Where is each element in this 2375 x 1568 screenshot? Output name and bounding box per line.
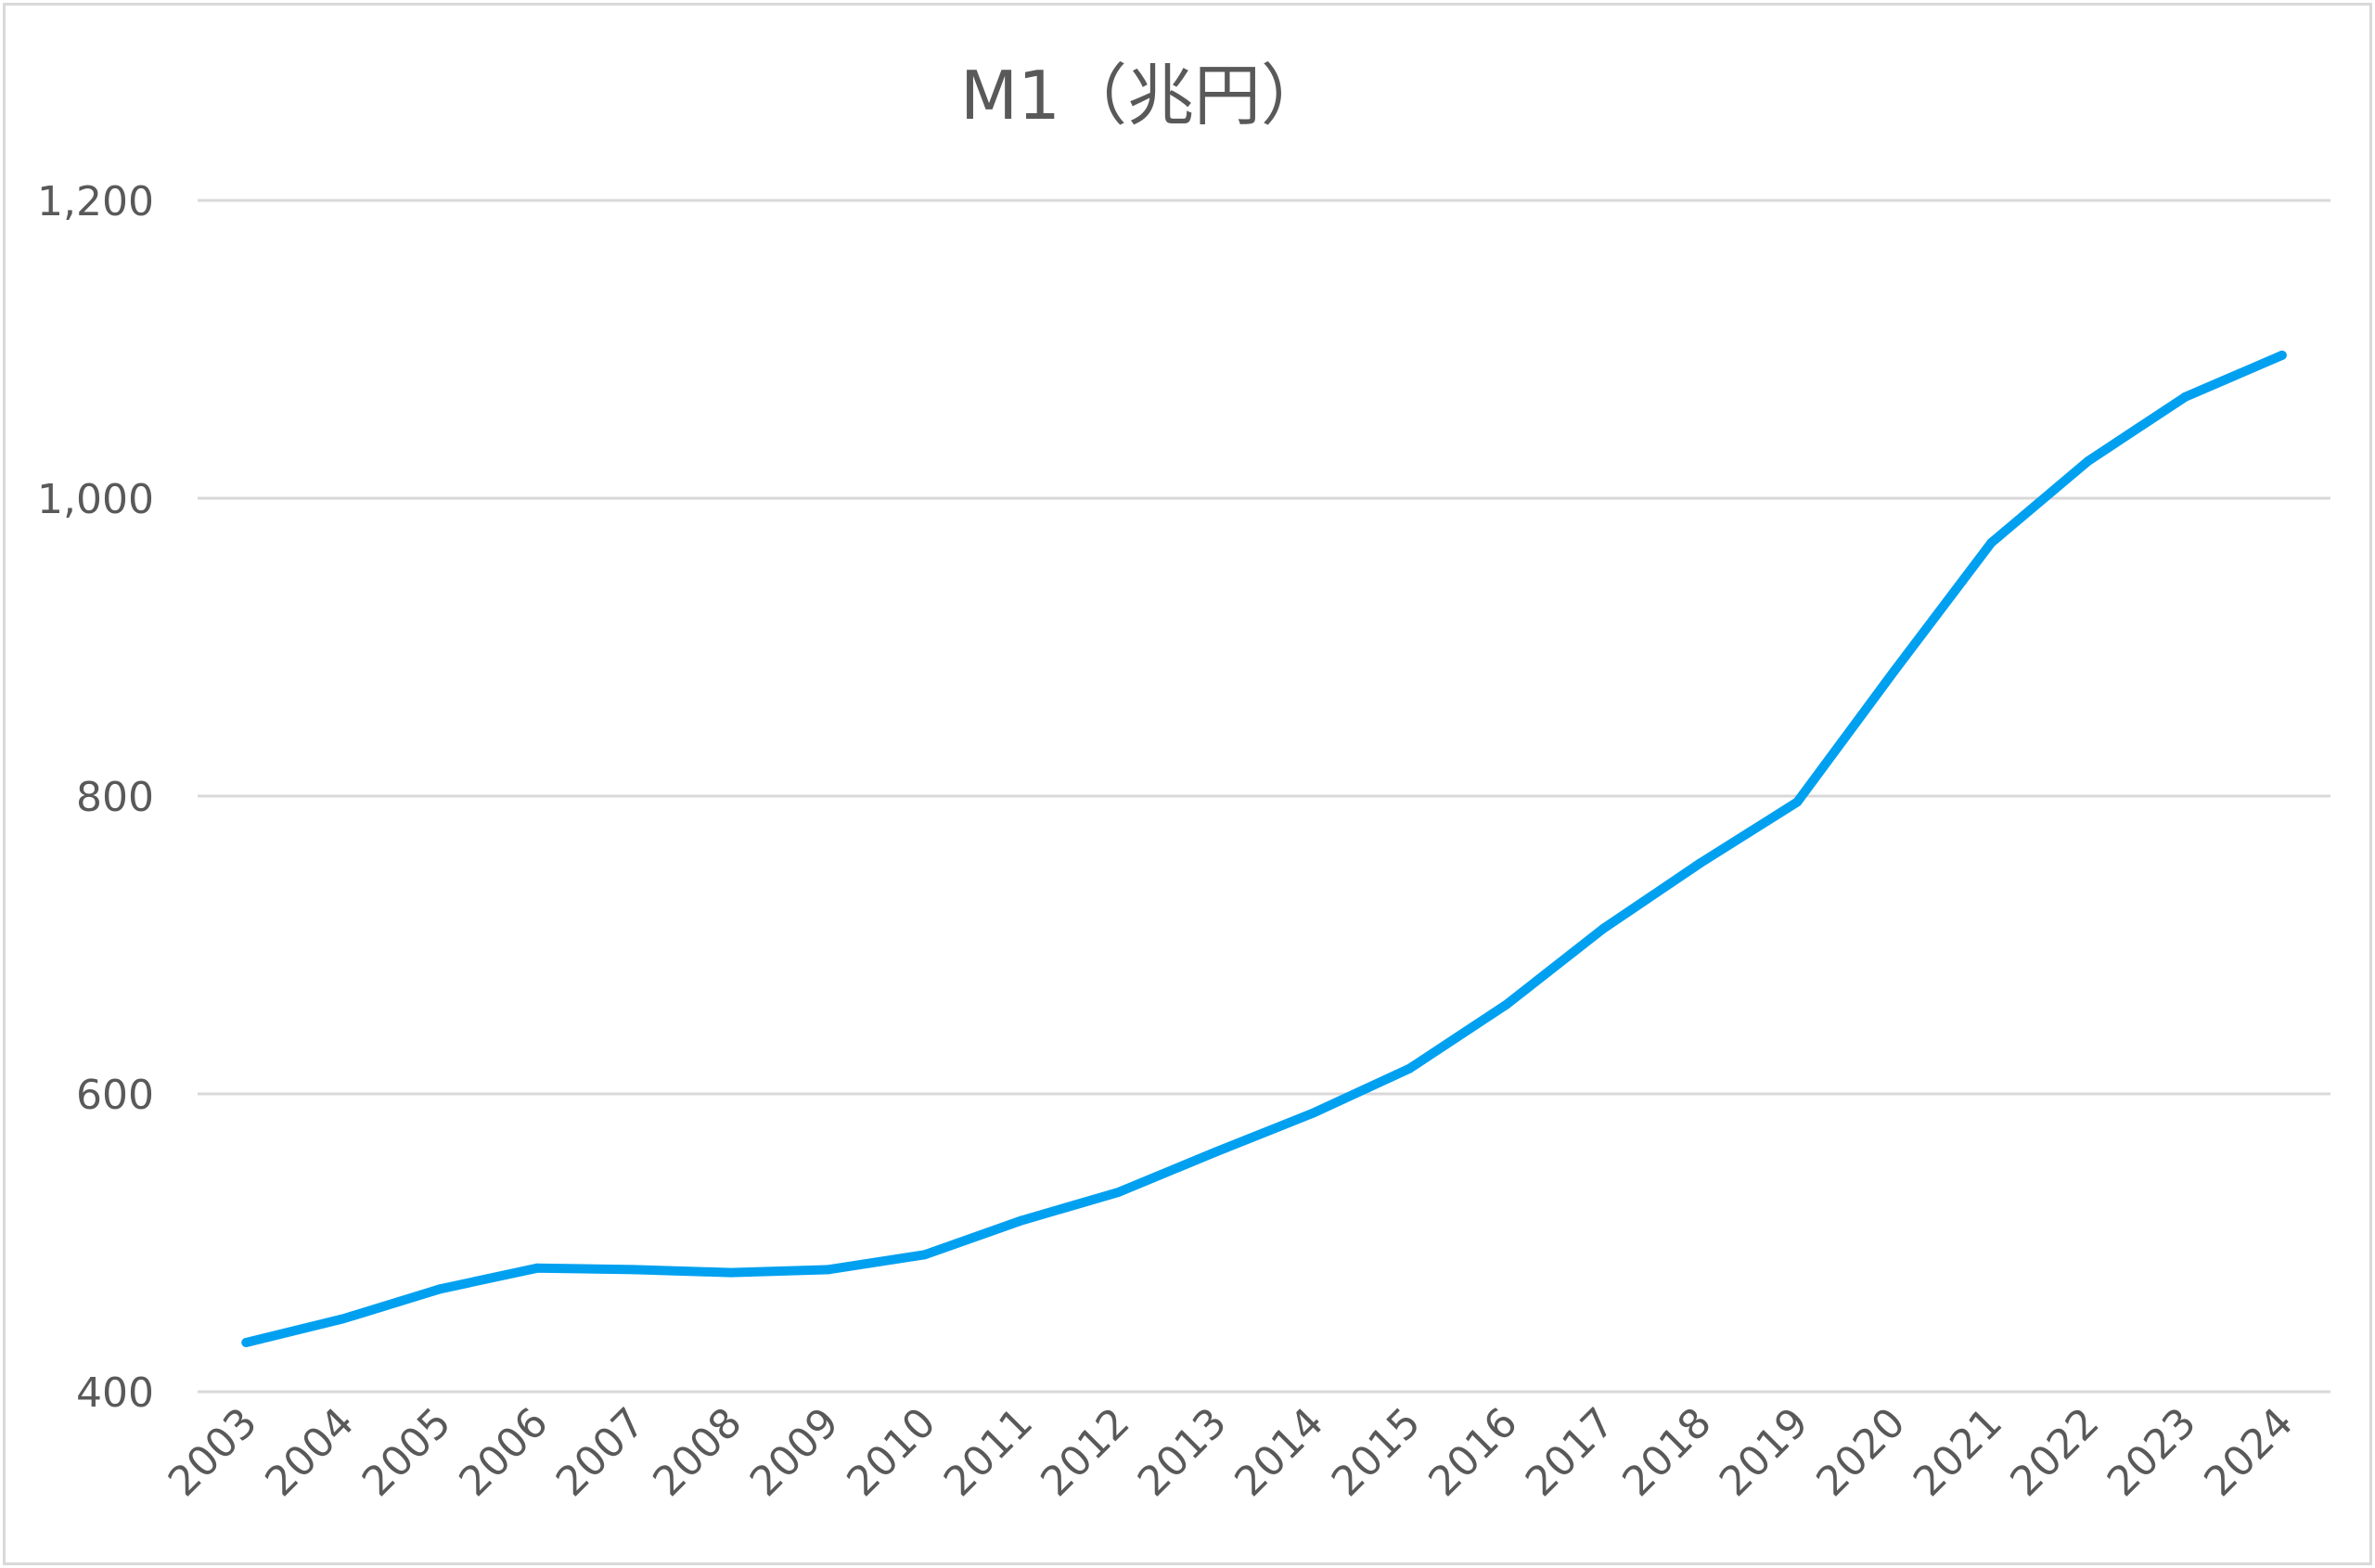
y-tick-label: 800 [76, 774, 154, 821]
x-tick-label: 2020 [1807, 1399, 1914, 1506]
x-tick-label: 2018 [1613, 1399, 1720, 1506]
data-point [338, 1314, 348, 1324]
y-tick-label: 400 [76, 1369, 154, 1417]
x-tick-label: 2012 [1032, 1399, 1138, 1506]
data-point [1405, 1063, 1415, 1073]
x-tick-label: 2024 [2195, 1399, 2302, 1506]
data-point [1211, 1147, 1221, 1157]
data-point [1113, 1187, 1123, 1197]
x-tick-label: 2013 [1129, 1399, 1236, 1506]
data-point [823, 1265, 833, 1275]
y-axis-tick-labels: 400 600 800 1,000 1,200 [37, 178, 154, 1417]
x-tick-label: 2023 [2099, 1399, 2205, 1506]
data-point [435, 1284, 445, 1294]
data-point [2083, 456, 2093, 466]
data-point [532, 1263, 542, 1273]
data-point [1695, 858, 1705, 868]
x-tick-label: 2007 [547, 1399, 654, 1506]
x-tick-label: 2016 [1419, 1399, 1526, 1506]
x-tick-label: 2005 [353, 1399, 460, 1506]
data-point [1986, 538, 1996, 548]
data-point [1598, 923, 1609, 933]
data-point [2277, 350, 2287, 360]
x-tick-label: 2021 [1905, 1399, 2011, 1506]
data-point [725, 1267, 736, 1278]
data-point [1017, 1215, 1027, 1226]
x-tick-label: 2010 [838, 1399, 944, 1506]
x-tick-label: 2011 [935, 1399, 1042, 1506]
x-tick-label: 2004 [256, 1399, 363, 1506]
x-tick-label: 2006 [450, 1399, 557, 1506]
chart-frame: M1（兆円） 400 600 800 1,000 1,200 2003 2004 2005 2… [3, 3, 2372, 1565]
series-group [241, 350, 2287, 1347]
y-tick-label: 600 [76, 1072, 154, 1119]
x-axis-tick-labels: 2003200420052006200720082009201020112012… [160, 1399, 2303, 1506]
data-point [241, 1338, 251, 1347]
series-line [241, 350, 2287, 1347]
x-tick-label: 2014 [1226, 1399, 1332, 1506]
x-tick-label: 2009 [741, 1399, 848, 1506]
x-tick-label: 2022 [2001, 1399, 2108, 1506]
x-tick-label: 2015 [1323, 1399, 1430, 1506]
x-tick-label: 2019 [1711, 1399, 1817, 1506]
x-tick-label: 2003 [160, 1399, 266, 1506]
y-tick-label: 1,200 [37, 178, 154, 225]
x-tick-label: 2017 [1517, 1399, 1624, 1506]
data-point [1307, 1108, 1317, 1118]
data-point [1501, 999, 1511, 1009]
gridlines [198, 199, 2330, 1394]
y-tick-label: 1,000 [37, 476, 154, 523]
data-point [919, 1250, 930, 1260]
data-point [1889, 666, 1899, 676]
data-point [1792, 797, 1803, 807]
data-point [629, 1265, 639, 1275]
data-point [2180, 392, 2190, 402]
x-tick-label: 2008 [644, 1399, 751, 1506]
chart-title: M1（兆円） [960, 57, 1328, 135]
